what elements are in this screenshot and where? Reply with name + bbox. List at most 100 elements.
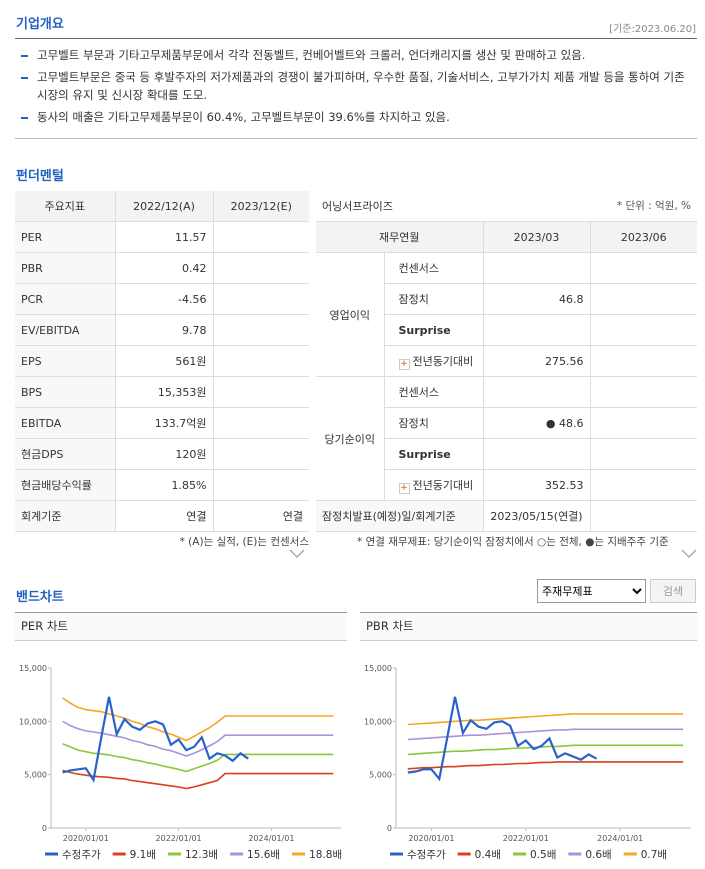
value-cell <box>590 438 697 470</box>
value-cell <box>213 376 309 408</box>
section-title: 밴드차트 <box>16 590 64 605</box>
label-cell: 잠정치 <box>384 283 484 315</box>
row-label: 전년동기대비 <box>412 478 474 492</box>
row: EBITDA 133.7억원 <box>15 407 309 439</box>
value-cell: 275.56 <box>483 345 591 377</box>
group-cell: 당기순이익 <box>316 376 385 501</box>
header-cell: 재무연월 <box>316 221 484 253</box>
label-cell: PBR <box>15 252 116 284</box>
chart: 0 5,000 10,000 15,000 2020/01/01 2022/01/01 20… <box>364 664 691 861</box>
value-cell: 561원 <box>115 345 214 377</box>
legend-label: 0.5배 <box>530 849 556 861</box>
legend-label: 0.7배 <box>641 849 667 861</box>
value-cell: -4.56 <box>115 283 214 315</box>
label-cell: + 전년동기대비 <box>384 345 484 377</box>
row: Surprise <box>316 438 697 470</box>
row: EPS 561원 <box>15 345 309 377</box>
search-button[interactable]: 검색 <box>650 579 696 603</box>
y-tick-label: 5,000 <box>369 771 392 780</box>
row-label: 컨센서스 <box>398 262 439 275</box>
header-cell: 2023/03 <box>483 221 591 253</box>
legend-label: 18.8배 <box>309 849 342 861</box>
header-cell: 2023/12(E) <box>213 191 309 222</box>
series-line <box>407 696 598 782</box>
value-cell <box>590 407 697 439</box>
value-cell <box>483 252 591 284</box>
row: + 전년동기대비 275.56 <box>316 345 697 377</box>
value-cell <box>590 469 697 501</box>
x-tick-label: 2024/01/01 <box>248 834 294 843</box>
table-note: * 연결 재무제표: 당기순이익 잠정치에서 ○는 전체, ●는 지배주주 기준 <box>357 536 669 548</box>
label-cell: EBITDA <box>15 407 116 439</box>
row-label: 컨센서스 <box>398 386 439 399</box>
row: 잠정치 ● 48.6 <box>316 407 697 439</box>
series-line <box>407 761 684 770</box>
value-cell: 0.42 <box>115 252 214 284</box>
x-tick-label: 2022/01/01 <box>156 834 202 843</box>
expand-icon[interactable]: + <box>398 358 410 370</box>
footer-value <box>590 500 697 532</box>
value-cell: 15,353원 <box>115 376 214 408</box>
row-label: Surprise <box>398 447 451 461</box>
series-line <box>62 696 249 783</box>
chart-panel: PER 차트 0 5,000 10,000 15,000 2020/01/01 2022/… <box>15 612 347 868</box>
value-cell <box>213 221 309 253</box>
label-cell: 현금배당수익률 <box>15 469 116 501</box>
row-label: Surprise <box>398 323 451 337</box>
y-tick-label: 0 <box>42 824 47 833</box>
section-title: 기업개요 <box>16 17 64 32</box>
legend-label: 수정주가 <box>407 849 446 861</box>
label-cell: EPS <box>15 345 116 377</box>
value-cell <box>590 283 697 315</box>
label-cell: PCR <box>15 283 116 315</box>
unit-label: * 단위 : 억원, % <box>616 200 691 212</box>
legend-label: 9.1배 <box>130 849 156 861</box>
legend-label: 15.6배 <box>247 849 280 861</box>
row: 현금배당수익률 1.85% <box>15 469 309 501</box>
value-cell: 11.57 <box>115 221 214 253</box>
row: 회계기준 연결 연결 <box>15 500 309 532</box>
x-tick-label: 2024/01/01 <box>597 834 643 843</box>
chart-title: PBR 차트 <box>360 613 697 641</box>
table-note: * (A)는 실적, (E)는 컨센서스 <box>179 536 309 548</box>
label-cell: Surprise <box>384 438 484 470</box>
chart-title: PER 차트 <box>15 613 347 641</box>
header-cell: 2022/12(A) <box>115 191 214 222</box>
y-tick-label: 15,000 <box>19 664 47 673</box>
row: 당기순이익 컨센서스 <box>316 376 697 501</box>
legend-label: 12.3배 <box>185 849 218 861</box>
row: EV/EBITDA 9.78 <box>15 314 309 346</box>
title-cell: 어닝서프라이즈 * 단위 : 억원, % <box>316 191 697 222</box>
value-cell <box>483 438 591 470</box>
footer-row: 잠정치발표(예정)일/회계기준 2023/05/15(연결) <box>316 500 697 532</box>
value-cell: ● 48.6 <box>483 407 591 439</box>
label-cell: 컨센서스 <box>384 252 484 284</box>
legend-label: 수정주가 <box>62 849 101 861</box>
legend-label: 0.6배 <box>585 849 611 861</box>
label-cell: Surprise <box>384 314 484 346</box>
row: Surprise <box>316 314 697 346</box>
series-line <box>407 728 684 741</box>
overview-item: 고무벨트 부문과 기타고무제품부문에서 각각 전동벨트, 컨베어벨트와 크롤러,… <box>15 46 687 64</box>
title-row: 어닝서프라이즈 * 단위 : 억원, % <box>316 191 697 222</box>
overview-item: 고무벨트부문은 중국 등 후발주자의 저가제품과의 경쟁이 불가피하며, 우수한… <box>15 68 687 104</box>
expand-icon[interactable]: + <box>398 482 410 494</box>
value-cell <box>590 252 697 284</box>
y-tick-label: 5,000 <box>24 771 47 780</box>
expand-icon[interactable] <box>680 548 698 560</box>
value-cell <box>213 252 309 284</box>
value-cell: 연결 <box>115 500 214 532</box>
row: BPS 15,353원 <box>15 376 309 408</box>
x-tick-label: 2020/01/01 <box>408 834 454 843</box>
expand-icon[interactable] <box>288 548 306 560</box>
label-cell: 잠정치 <box>384 407 484 439</box>
chart-panel: PBR 차트 0 5,000 10,000 15,000 2020/01/01 2022/… <box>360 612 697 868</box>
statement-select[interactable]: 주재무제표 <box>537 579 646 603</box>
header-cell: 주요지표 <box>15 191 116 222</box>
value-cell: 133.7억원 <box>115 407 214 439</box>
section-title: 펀더멘털 <box>16 169 64 184</box>
row: PCR -4.56 <box>15 283 309 315</box>
value-cell <box>213 407 309 439</box>
row: 현금DPS 120원 <box>15 438 309 470</box>
value-cell <box>213 345 309 377</box>
